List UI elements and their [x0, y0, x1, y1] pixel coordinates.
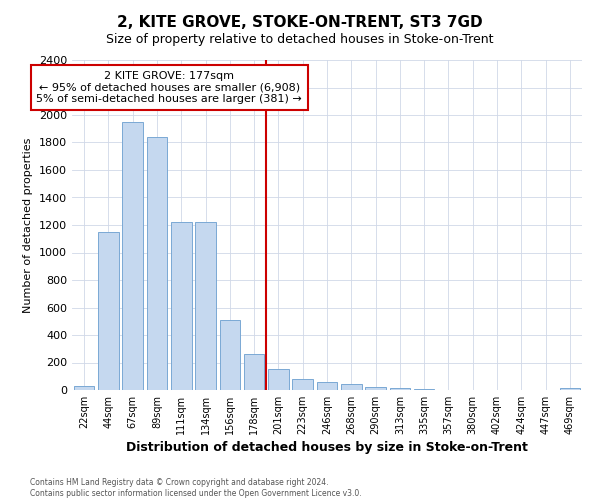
Text: Contains HM Land Registry data © Crown copyright and database right 2024.
Contai: Contains HM Land Registry data © Crown c… — [30, 478, 362, 498]
Bar — [74, 386, 94, 390]
X-axis label: Distribution of detached houses by size in Stoke-on-Trent: Distribution of detached houses by size … — [126, 441, 528, 454]
Bar — [122, 122, 143, 390]
Bar — [292, 379, 313, 390]
Bar — [365, 386, 386, 390]
Bar — [98, 232, 119, 390]
Bar — [268, 370, 289, 390]
Bar — [171, 222, 191, 390]
Bar — [389, 388, 410, 390]
Bar — [220, 320, 240, 390]
Text: 2 KITE GROVE: 177sqm
← 95% of detached houses are smaller (6,908)
5% of semi-det: 2 KITE GROVE: 177sqm ← 95% of detached h… — [36, 71, 302, 104]
Bar — [244, 354, 265, 390]
Text: 2, KITE GROVE, STOKE-ON-TRENT, ST3 7GD: 2, KITE GROVE, STOKE-ON-TRENT, ST3 7GD — [117, 15, 483, 30]
Bar — [146, 137, 167, 390]
Y-axis label: Number of detached properties: Number of detached properties — [23, 138, 34, 312]
Bar — [341, 384, 362, 390]
Bar — [560, 388, 580, 390]
Bar — [317, 382, 337, 390]
Bar — [195, 222, 216, 390]
Text: Size of property relative to detached houses in Stoke-on-Trent: Size of property relative to detached ho… — [106, 32, 494, 46]
